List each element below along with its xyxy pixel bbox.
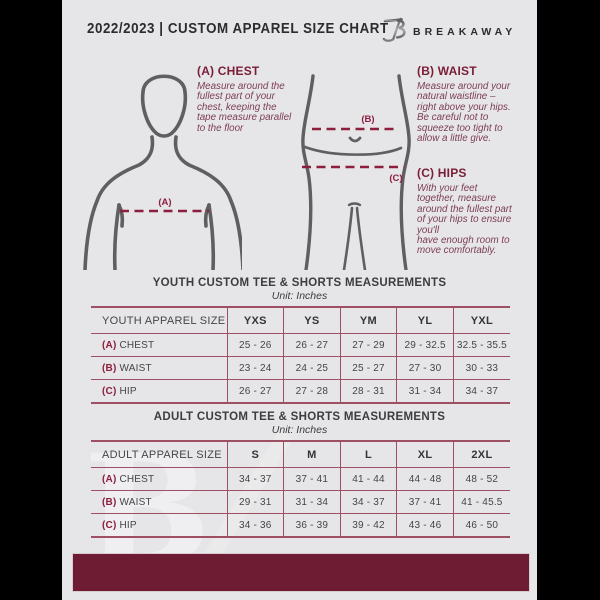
adult-unit-label: Unit: Inches bbox=[271, 424, 328, 436]
table-cell: 27 - 30 bbox=[396, 356, 454, 380]
table-cell: 32.5 - 35.5 bbox=[452, 333, 510, 357]
size-chart-page: 2022/2023 | CUSTOM APPAREL SIZE CHART BR… bbox=[62, 0, 537, 600]
youth-size-table: YOUTH APPAREL SIZE YXS YS YM YL YXL (A) … bbox=[91, 306, 510, 404]
youth-table-header-row: YOUTH APPAREL SIZE YXS YS YM YL YXL bbox=[91, 307, 510, 334]
adult-table-corner-header: ADULT APPAREL SIZE bbox=[102, 448, 222, 461]
table-cell: 39 - 42 bbox=[339, 513, 397, 537]
table-cell: 26 - 27 bbox=[226, 379, 284, 403]
torso-figure: (A) bbox=[83, 74, 242, 270]
row-label-text: WAIST bbox=[119, 362, 152, 374]
table-cell: 24 - 25 bbox=[283, 356, 341, 380]
youth-size-col-ym: YM bbox=[339, 307, 397, 334]
table-cell: 27 - 29 bbox=[339, 333, 397, 357]
row-prefix: (B) bbox=[102, 362, 117, 374]
table-cell: 26 - 27 bbox=[283, 333, 341, 357]
table-cell: 31 - 34 bbox=[283, 490, 341, 514]
table-cell: 34 - 37 bbox=[339, 490, 397, 514]
table-cell: 30 - 33 bbox=[452, 356, 510, 380]
table-cell: 23 - 24 bbox=[226, 356, 284, 380]
row-label-text: CHEST bbox=[119, 473, 155, 485]
adult-section-title: ADULT CUSTOM TEE & SHORTS MEASUREMENTS bbox=[153, 411, 446, 423]
table-cell: 48 - 52 bbox=[452, 467, 510, 491]
table-cell: 25 - 27 bbox=[339, 356, 397, 380]
row-prefix: (C) bbox=[102, 519, 117, 531]
table-cell: 31 - 34 bbox=[396, 379, 454, 403]
adult-hip-row-label: (C) HIP bbox=[91, 514, 227, 538]
table-cell: 29 - 32.5 bbox=[396, 333, 454, 357]
adult-size-col-s: S bbox=[226, 441, 284, 468]
row-prefix: (A) bbox=[102, 339, 117, 351]
adult-size-table: ADULT APPAREL SIZE S M L XL 2XL (A) CHES… bbox=[91, 440, 510, 538]
lower-body-figure: (B) (C) bbox=[301, 74, 411, 270]
table-cell: 29 - 31 bbox=[226, 490, 284, 514]
table-cell: 34 - 37 bbox=[452, 379, 510, 403]
youth-chest-row: (A) CHEST 25 - 26 26 - 27 27 - 29 29 - 3… bbox=[91, 333, 510, 357]
youth-waist-row: (B) WAIST 23 - 24 24 - 25 25 - 27 27 - 3… bbox=[91, 356, 510, 380]
youth-size-col-yl: YL bbox=[396, 307, 454, 334]
adult-size-col-m: M bbox=[283, 441, 341, 468]
table-cell: 27 - 28 bbox=[283, 379, 341, 403]
table-cell: 37 - 41 bbox=[396, 490, 454, 514]
adult-size-col-l: L bbox=[339, 441, 397, 468]
chest-heading: (A) CHEST bbox=[197, 64, 260, 78]
table-cell: 34 - 37 bbox=[226, 467, 284, 491]
youth-hip-row-label: (C) HIP bbox=[91, 380, 227, 404]
adult-hip-row: (C) HIP 34 - 36 36 - 39 39 - 42 43 - 46 … bbox=[91, 513, 510, 538]
youth-size-col-yxl: YXL bbox=[452, 307, 510, 334]
table-cell: 44 - 48 bbox=[396, 467, 454, 491]
brand-name: BREAKAWAY bbox=[413, 26, 517, 38]
adult-chest-row-label: (A) CHEST bbox=[91, 468, 227, 491]
table-cell: 43 - 46 bbox=[396, 513, 454, 537]
row-label-text: CHEST bbox=[119, 339, 155, 351]
row-label-text: HIP bbox=[119, 519, 137, 531]
table-cell: 41 - 45.5 bbox=[452, 490, 510, 514]
footer-bar bbox=[72, 553, 530, 592]
adult-size-col-xl: XL bbox=[396, 441, 454, 468]
youth-waist-row-label: (B) WAIST bbox=[91, 357, 227, 380]
youth-chest-row-label: (A) CHEST bbox=[91, 334, 227, 357]
youth-unit-label: Unit: Inches bbox=[271, 290, 328, 302]
waist-heading: (B) WAIST bbox=[417, 64, 477, 78]
adult-waist-row-label: (B) WAIST bbox=[91, 491, 227, 514]
adult-waist-row: (B) WAIST 29 - 31 31 - 34 34 - 37 37 - 4… bbox=[91, 490, 510, 514]
table-cell: 28 - 31 bbox=[339, 379, 397, 403]
table-cell: 34 - 36 bbox=[226, 513, 284, 537]
adult-chest-row: (A) CHEST 34 - 37 37 - 41 41 - 44 44 - 4… bbox=[91, 467, 510, 491]
youth-size-col-ys: YS bbox=[283, 307, 341, 334]
adult-size-col-2xl: 2XL bbox=[452, 441, 510, 468]
chest-description: Measure around the fullest part of your … bbox=[197, 81, 292, 134]
table-cell: 37 - 41 bbox=[283, 467, 341, 491]
row-prefix: (C) bbox=[102, 385, 117, 397]
page-title: 2022/2023 | CUSTOM APPAREL SIZE CHART bbox=[87, 21, 389, 37]
table-cell: 41 - 44 bbox=[339, 467, 397, 491]
table-cell: 36 - 39 bbox=[283, 513, 341, 537]
table-cell: 25 - 26 bbox=[226, 333, 284, 357]
table-cell: 46 - 50 bbox=[452, 513, 510, 537]
hips-line-label: (C) bbox=[389, 173, 402, 184]
row-label-text: HIP bbox=[119, 385, 137, 397]
row-label-text: WAIST bbox=[119, 496, 152, 508]
row-prefix: (B) bbox=[102, 496, 117, 508]
chest-line-label: (A) bbox=[158, 197, 171, 208]
waist-description: Measure around your natural waistline – … bbox=[417, 81, 511, 145]
row-prefix: (A) bbox=[102, 473, 117, 485]
hips-heading: (C) HIPS bbox=[417, 166, 467, 180]
youth-table-corner-header: YOUTH APPAREL SIZE bbox=[102, 314, 226, 327]
youth-size-col-yxs: YXS bbox=[226, 307, 284, 334]
waist-line-label: (B) bbox=[361, 114, 374, 125]
hips-description: With your feet together, measure around … bbox=[417, 183, 512, 257]
adult-table-header-row: ADULT APPAREL SIZE S M L XL 2XL bbox=[91, 441, 510, 468]
breakaway-b-logo-icon bbox=[382, 17, 406, 42]
youth-hip-row: (C) HIP 26 - 27 27 - 28 28 - 31 31 - 34 … bbox=[91, 379, 510, 404]
youth-section-title: YOUTH CUSTOM TEE & SHORTS MEASUREMENTS bbox=[152, 277, 447, 289]
